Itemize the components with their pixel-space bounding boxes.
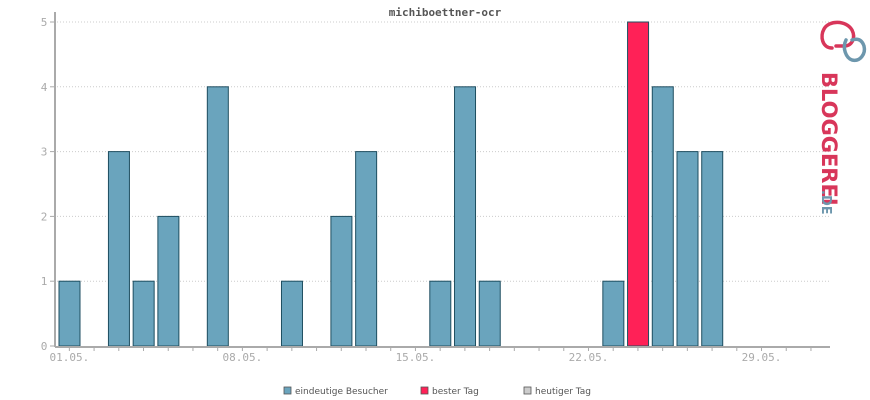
legend-swatch <box>420 386 429 395</box>
bar <box>429 280 452 347</box>
legend-item: heutiger Tag <box>523 386 591 397</box>
legend-label: bester Tag <box>432 387 479 397</box>
y-tick-label: 1 <box>41 275 48 288</box>
bar <box>478 280 501 347</box>
bar <box>330 215 353 347</box>
x-tick-label: 15.05. <box>396 351 436 364</box>
bloggerei-logo: BLOGGEREI .DE <box>817 20 867 215</box>
bar <box>107 151 130 347</box>
y-tick-label: 0 <box>41 340 48 353</box>
bar <box>355 151 378 347</box>
bar <box>602 280 625 347</box>
legend-item: bester Tag <box>420 386 479 397</box>
legend-swatch <box>523 386 532 395</box>
brand-text-suffix: .DE <box>818 190 833 215</box>
legend-item: eindeutige Besucher <box>283 386 388 397</box>
x-tick-label: 08.05. <box>223 351 263 364</box>
legend-label: eindeutige Besucher <box>295 387 388 397</box>
bar <box>157 215 180 347</box>
legend: eindeutige Besucher bester Tag heutiger Ta… <box>283 386 591 397</box>
y-tick-label: 4 <box>41 81 48 94</box>
bar <box>280 280 303 347</box>
y-tick-label: 5 <box>41 16 48 29</box>
y-ticks: 0 1 2 3 4 5 <box>41 16 55 353</box>
bars <box>58 21 724 347</box>
x-tick-label: 22.05. <box>569 351 609 364</box>
y-tick-label: 2 <box>41 210 48 223</box>
axes <box>54 12 830 348</box>
legend-label: heutiger Tag <box>535 387 591 397</box>
bar <box>701 151 724 347</box>
x-tick-label: 01.05. <box>49 351 89 364</box>
legend-swatch <box>283 386 292 395</box>
brand-text-main: BLOGGEREI <box>817 72 841 206</box>
bloggerei-logo-icon <box>820 20 867 63</box>
bar <box>58 280 81 347</box>
bar <box>206 86 229 347</box>
bar <box>676 151 699 347</box>
x-ticks: 01.05. 08.05. 15.05. 22.05. 29.05. <box>49 347 812 364</box>
bar <box>132 280 155 347</box>
x-tick-label: 29.05. <box>742 351 782 364</box>
chart-title: michiboettner-ocr <box>389 6 502 19</box>
y-tick-label: 3 <box>41 146 48 159</box>
bar <box>651 86 674 347</box>
bar-best-day <box>627 21 650 347</box>
bar <box>454 86 477 347</box>
